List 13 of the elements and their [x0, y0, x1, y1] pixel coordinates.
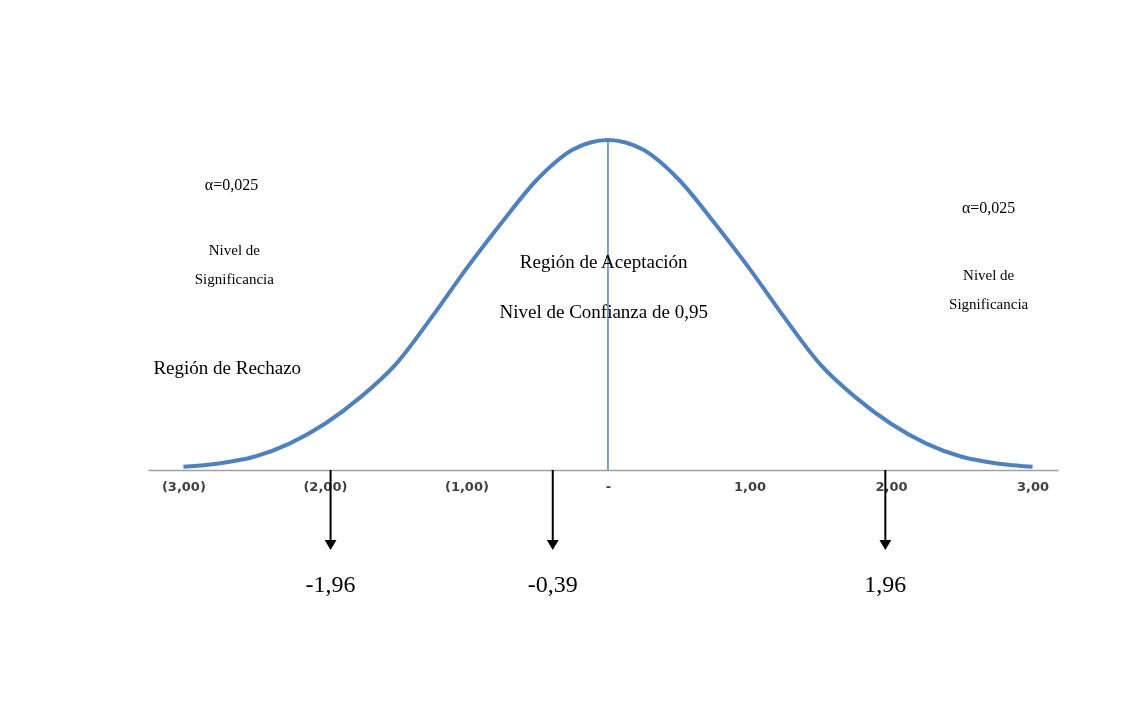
- x-tick-label: -: [605, 478, 612, 494]
- annotation: α=0,025: [204, 176, 259, 193]
- ref-line-label: -1,96: [305, 571, 356, 597]
- x-tick-label: (3,00): [161, 478, 206, 494]
- annotation: Nivel de Significancia: [194, 242, 275, 287]
- annotation: α=0,025: [961, 199, 1016, 216]
- x-tick-label: (1,00): [444, 478, 489, 494]
- x-tick-label: 3,00: [1016, 478, 1050, 494]
- ref-line-label: -0,39: [527, 571, 578, 597]
- ref-line-label: 1,96: [864, 571, 907, 597]
- annotation: Región de Rechazo: [153, 357, 302, 378]
- annotation: Nivel de Significancia: [949, 267, 1029, 312]
- x-tick-label: 1,00: [733, 478, 767, 494]
